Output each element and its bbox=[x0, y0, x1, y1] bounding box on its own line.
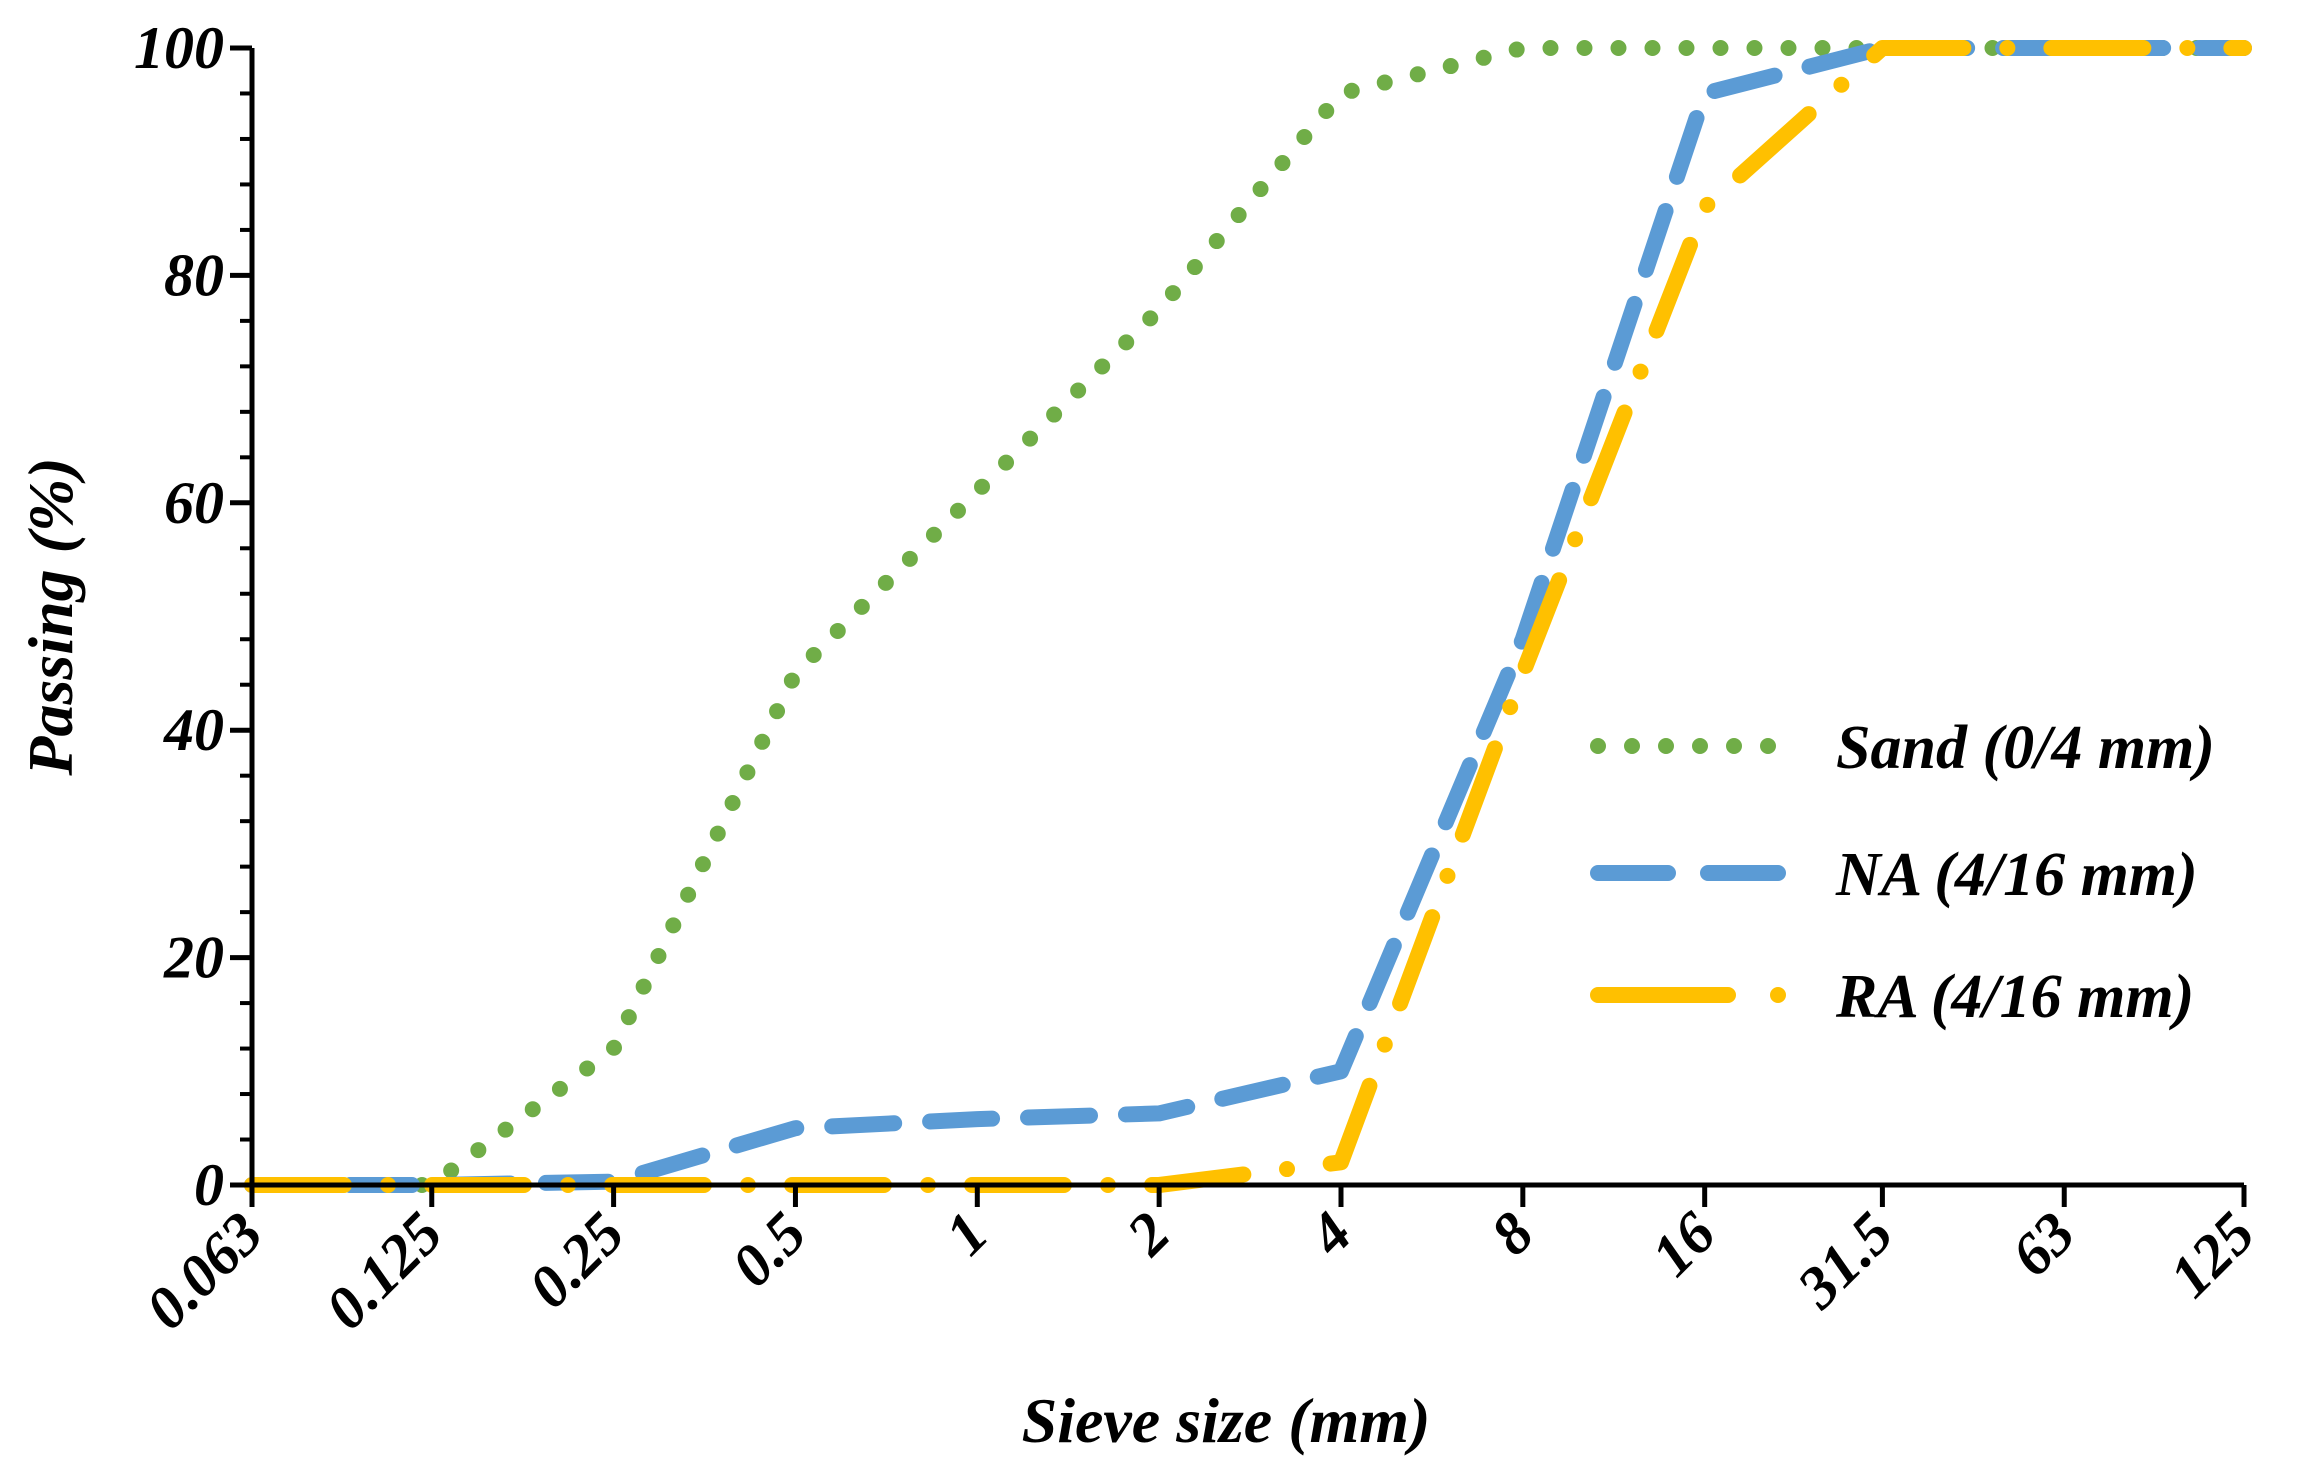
x-tick-label: 8 bbox=[1478, 1200, 1546, 1268]
x-tick-label: 2 bbox=[1114, 1200, 1183, 1269]
series-line-1 bbox=[244, 40, 2252, 1193]
x-tick-label: 0.125 bbox=[313, 1200, 455, 1342]
y-tick-label: 100 bbox=[134, 15, 224, 81]
y-tick-label: 40 bbox=[163, 697, 224, 763]
x-tick-label: 0.063 bbox=[133, 1200, 275, 1342]
x-tick-label: 0.25 bbox=[516, 1200, 637, 1321]
x-axis-title: Sieve size (mm) bbox=[1022, 1385, 1431, 1456]
x-tick-label: 4 bbox=[1296, 1200, 1365, 1269]
y-tick-label: 0 bbox=[194, 1152, 224, 1218]
series-line-3 bbox=[244, 40, 2252, 1193]
y-tick-label: 60 bbox=[164, 470, 224, 536]
y-tick-label: 20 bbox=[163, 925, 224, 991]
legend-label-1: Sand (0/4 mm) bbox=[1836, 714, 2215, 782]
legend: Sand (0/4 mm) NA (4/16 mm) RA (4/16 mm) bbox=[1590, 714, 2215, 1031]
y-tick-label: 80 bbox=[164, 242, 224, 308]
x-tick-label: 31.5 bbox=[1784, 1200, 1906, 1322]
x-tick-label: 125 bbox=[2157, 1200, 2267, 1310]
x-tick-label: 16 bbox=[1639, 1200, 1728, 1289]
legend-label-2: NA (4/16 mm) bbox=[1835, 841, 2198, 909]
x-tick-label: 1 bbox=[933, 1200, 1001, 1268]
x-tick-label: 63 bbox=[1998, 1200, 2087, 1289]
x-tick-label: 0.5 bbox=[719, 1200, 819, 1300]
axes-layer: 0 20 40 60 80 100 0.063 0.125 0.25 0.5 1 2 4 8 16 31.5 6… bbox=[133, 15, 2267, 1342]
y-axis-title: Passing (%) bbox=[15, 457, 86, 776]
series-layer bbox=[244, 40, 2252, 1193]
legend-label-3: RA (4/16 mm) bbox=[1835, 963, 2194, 1031]
